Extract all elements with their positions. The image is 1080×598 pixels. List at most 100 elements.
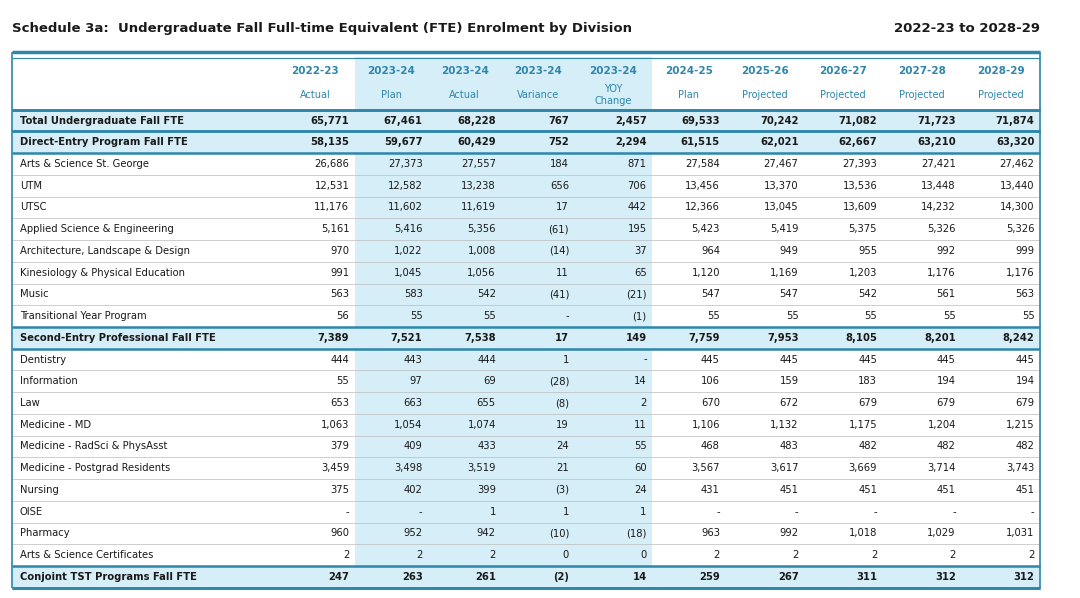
Text: Projected: Projected [899, 90, 945, 100]
Bar [354, 501, 652, 523]
Bar [354, 370, 652, 392]
Text: 2022-23 to 2028-29: 2022-23 to 2028-29 [894, 22, 1040, 35]
Text: 451: 451 [859, 485, 877, 495]
Text: UTSC: UTSC [19, 203, 46, 212]
Bar [354, 544, 652, 566]
Text: 542: 542 [477, 289, 496, 300]
Text: 27,467: 27,467 [764, 159, 798, 169]
Bar [12, 370, 1040, 392]
Text: 2: 2 [343, 550, 349, 560]
Text: 1: 1 [563, 507, 569, 517]
Text: 24: 24 [634, 485, 647, 495]
Text: 56: 56 [337, 311, 349, 321]
Bar [12, 501, 1040, 523]
Text: 656: 656 [550, 181, 569, 191]
Text: -: - [874, 507, 877, 517]
Text: 7,389: 7,389 [318, 333, 349, 343]
Text: 1,018: 1,018 [849, 529, 877, 538]
Text: 672: 672 [780, 398, 798, 408]
Text: YOY
Change: YOY Change [595, 84, 632, 106]
Text: 451: 451 [780, 485, 798, 495]
Text: 482: 482 [859, 441, 877, 451]
Text: 1,054: 1,054 [394, 420, 422, 430]
Text: 2025-26: 2025-26 [741, 66, 788, 76]
Bar [12, 283, 1040, 305]
Text: 67,461: 67,461 [383, 115, 422, 126]
Text: 13,536: 13,536 [842, 181, 877, 191]
Bar [12, 153, 1040, 175]
Text: 409: 409 [404, 441, 422, 451]
Text: 5,356: 5,356 [468, 224, 496, 234]
Text: 14: 14 [633, 572, 647, 582]
Text: Total Undergraduate Fall FTE: Total Undergraduate Fall FTE [19, 115, 184, 126]
Text: 55: 55 [786, 311, 798, 321]
Text: (41): (41) [549, 289, 569, 300]
Bar [354, 57, 652, 108]
Text: 547: 547 [780, 289, 798, 300]
Text: 451: 451 [1015, 485, 1035, 495]
Text: 62,667: 62,667 [838, 138, 877, 147]
Text: 312: 312 [1013, 572, 1035, 582]
Text: Applied Science & Engineering: Applied Science & Engineering [19, 224, 174, 234]
Bar [12, 435, 1040, 457]
Text: 3,669: 3,669 [849, 463, 877, 473]
Text: 1,063: 1,063 [321, 420, 349, 430]
Text: Nursing: Nursing [19, 485, 58, 495]
Text: 949: 949 [780, 246, 798, 256]
Text: 311: 311 [856, 572, 877, 582]
Text: 706: 706 [627, 181, 647, 191]
Text: 13,609: 13,609 [842, 203, 877, 212]
Text: 2: 2 [792, 550, 798, 560]
Text: 942: 942 [477, 529, 496, 538]
Text: 149: 149 [625, 333, 647, 343]
Text: 55: 55 [864, 311, 877, 321]
Text: 663: 663 [404, 398, 422, 408]
Text: 55: 55 [483, 311, 496, 321]
Text: 542: 542 [859, 289, 877, 300]
Text: 679: 679 [936, 398, 956, 408]
Text: 5,423: 5,423 [691, 224, 720, 234]
Text: 5,326: 5,326 [1005, 224, 1035, 234]
Bar [354, 457, 652, 479]
Text: 3,714: 3,714 [928, 463, 956, 473]
Bar [12, 327, 1040, 349]
Text: (2): (2) [553, 572, 569, 582]
Bar [354, 175, 652, 197]
Text: 263: 263 [402, 572, 422, 582]
Bar [12, 197, 1040, 218]
Bar [12, 523, 1040, 544]
Text: 27,462: 27,462 [1000, 159, 1035, 169]
Text: 1,074: 1,074 [468, 420, 496, 430]
Text: 443: 443 [404, 355, 422, 365]
Text: 2: 2 [1028, 550, 1035, 560]
Text: 69,533: 69,533 [681, 115, 720, 126]
Text: 445: 445 [780, 355, 798, 365]
Text: 5,161: 5,161 [321, 224, 349, 234]
Text: 55: 55 [409, 311, 422, 321]
Text: Arts & Science St. George: Arts & Science St. George [19, 159, 149, 169]
Text: 69: 69 [483, 376, 496, 386]
Text: 183: 183 [859, 376, 877, 386]
Text: 106: 106 [701, 376, 720, 386]
Text: 71,874: 71,874 [996, 115, 1035, 126]
Text: 24: 24 [556, 441, 569, 451]
Text: 55: 55 [634, 441, 647, 451]
Text: 2023-24: 2023-24 [590, 66, 637, 76]
Text: 59,677: 59,677 [384, 138, 422, 147]
Text: 194: 194 [936, 376, 956, 386]
Text: 955: 955 [858, 246, 877, 256]
Bar [12, 457, 1040, 479]
Text: 583: 583 [404, 289, 422, 300]
Text: 2024-25: 2024-25 [664, 66, 713, 76]
Text: 8,201: 8,201 [924, 333, 956, 343]
Text: 7,759: 7,759 [688, 333, 720, 343]
Text: 58,135: 58,135 [310, 138, 349, 147]
Text: 0: 0 [640, 550, 647, 560]
Text: 71,082: 71,082 [838, 115, 877, 126]
Text: (21): (21) [626, 289, 647, 300]
Text: 159: 159 [780, 376, 798, 386]
Text: 194: 194 [1015, 376, 1035, 386]
Text: 679: 679 [1015, 398, 1035, 408]
Text: 468: 468 [701, 441, 720, 451]
Text: 13,045: 13,045 [764, 203, 798, 212]
